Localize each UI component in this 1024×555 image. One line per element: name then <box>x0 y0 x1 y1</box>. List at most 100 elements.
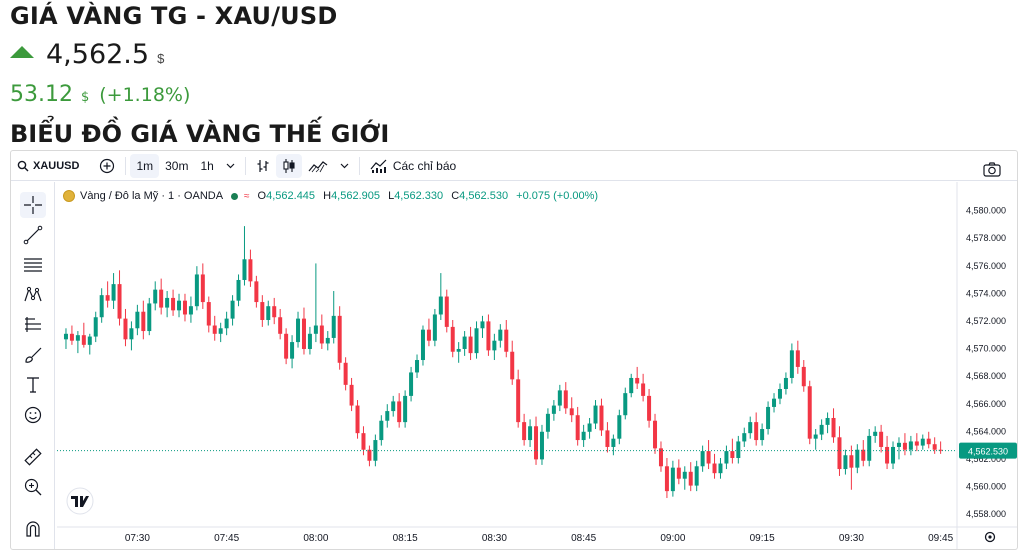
candle-body <box>861 449 866 461</box>
x-tick-label: 08:00 <box>303 533 328 544</box>
candles-style-button[interactable] <box>275 153 302 178</box>
trend-line-tool[interactable] <box>20 222 46 248</box>
candle-body <box>135 311 140 329</box>
text-tool[interactable] <box>20 372 46 398</box>
candle-body <box>385 411 390 421</box>
last-price-badge <box>959 442 1017 459</box>
candle-body <box>664 466 669 492</box>
area-style-button[interactable] <box>302 154 334 178</box>
candle-body <box>171 297 176 311</box>
interval-1m[interactable]: 1m <box>130 153 160 178</box>
crosshair-tool[interactable] <box>20 192 46 218</box>
interval-30m[interactable]: 30m <box>165 158 189 173</box>
x-tick-label: 09:30 <box>839 533 864 544</box>
candle-body <box>700 451 705 467</box>
candle-body <box>879 431 884 447</box>
candle-body <box>331 315 336 338</box>
candle-body <box>682 471 687 479</box>
candle-body <box>920 438 925 446</box>
forecast-tool[interactable] <box>20 312 46 338</box>
candle-body <box>801 366 806 387</box>
candlestick-chart[interactable]: 4,558.000 4,560.000 4,562.000 4,564.000 4,56… <box>11 151 1018 550</box>
symbol-label: XAUUSD <box>33 159 80 172</box>
candle-body <box>355 405 360 434</box>
x-tick-label: 08:30 <box>482 533 507 544</box>
candle-body <box>932 444 937 450</box>
candle-body <box>605 430 610 447</box>
emoji-tool[interactable] <box>20 402 46 428</box>
symbol-search[interactable]: XAUUSD <box>11 154 85 178</box>
candle-body <box>99 295 104 318</box>
fib-tool[interactable] <box>20 252 46 278</box>
candle-body <box>432 314 437 341</box>
candle-body <box>87 336 92 345</box>
candle-body <box>885 446 890 464</box>
y-tick-label: 4,580.000 <box>966 206 1006 216</box>
candle-body <box>177 300 182 311</box>
screenshot-button[interactable] <box>977 157 1007 181</box>
y-tick-label: 4,564.000 <box>966 426 1006 436</box>
toolbar-divider <box>125 156 127 175</box>
candle-body <box>260 302 265 320</box>
compare-button[interactable] <box>93 154 121 178</box>
indicators-button[interactable]: Các chỉ báo <box>364 154 462 178</box>
x-tick-label: 09:15 <box>750 533 775 544</box>
candle-body <box>670 467 675 492</box>
candle-body <box>599 405 604 431</box>
pattern-tool[interactable] <box>20 282 46 308</box>
candle-body <box>206 302 211 326</box>
candle-body <box>766 406 771 430</box>
candle-body <box>938 449 943 451</box>
style-dropdown[interactable] <box>334 154 355 178</box>
last-price-label: 4,562.530 <box>968 447 1008 457</box>
candle-body <box>117 284 122 319</box>
horizontal-lines-icon <box>24 258 42 272</box>
price-row: 4,562.5 $ <box>10 36 164 72</box>
candle-body <box>563 390 568 409</box>
candle-body <box>492 340 497 351</box>
candle-body <box>141 311 146 332</box>
candle-body <box>444 296 449 327</box>
candle-body <box>593 405 598 424</box>
bar-style-button[interactable] <box>250 154 276 178</box>
candle-body <box>397 401 402 423</box>
candle-body <box>420 329 425 361</box>
candle-body <box>694 466 699 486</box>
candle-body <box>379 420 384 441</box>
settings-gear-icon[interactable] <box>984 531 996 543</box>
interval-dropdown[interactable] <box>220 154 241 178</box>
brush-tool[interactable] <box>20 342 46 368</box>
candle-body <box>629 377 634 394</box>
tradingview-logo-icon[interactable] <box>66 487 94 515</box>
candle-body <box>783 377 788 389</box>
magnet-icon <box>26 521 40 537</box>
candle-body <box>641 383 646 396</box>
instrument-name: Vàng / Đô la Mỹ · 1 · OANDA <box>80 190 224 202</box>
indicators-icon <box>370 159 387 173</box>
candle-body <box>867 435 872 461</box>
candle-body <box>296 318 301 343</box>
section-title: BIỂU ĐỒ GIÁ VÀNG THẾ GIỚI <box>10 120 390 148</box>
candle-body <box>754 422 759 441</box>
candle-body <box>319 325 324 344</box>
candle-body <box>581 431 586 441</box>
zoom-tool[interactable] <box>20 474 46 500</box>
magnet-tool[interactable] <box>20 516 46 542</box>
settings-gear-center <box>988 535 992 539</box>
y-tick-label: 4,572.000 <box>966 316 1006 326</box>
candle-body <box>813 434 818 439</box>
candle-body <box>272 306 277 318</box>
candle-body <box>653 420 658 449</box>
zoom-in-icon <box>24 478 42 496</box>
candle-body <box>361 433 366 450</box>
ruler-icon <box>24 448 42 466</box>
y-tick-label: 4,576.000 <box>966 261 1006 271</box>
y-tick-label: 4,558.000 <box>966 509 1006 519</box>
candle-body <box>528 426 533 441</box>
interval-1h[interactable]: 1h <box>200 158 214 173</box>
x-tick-label: 09:45 <box>928 533 953 544</box>
candle-body <box>736 441 741 458</box>
add-circle-icon <box>100 158 115 173</box>
measure-tool[interactable] <box>20 444 46 470</box>
candle-body <box>510 351 515 380</box>
